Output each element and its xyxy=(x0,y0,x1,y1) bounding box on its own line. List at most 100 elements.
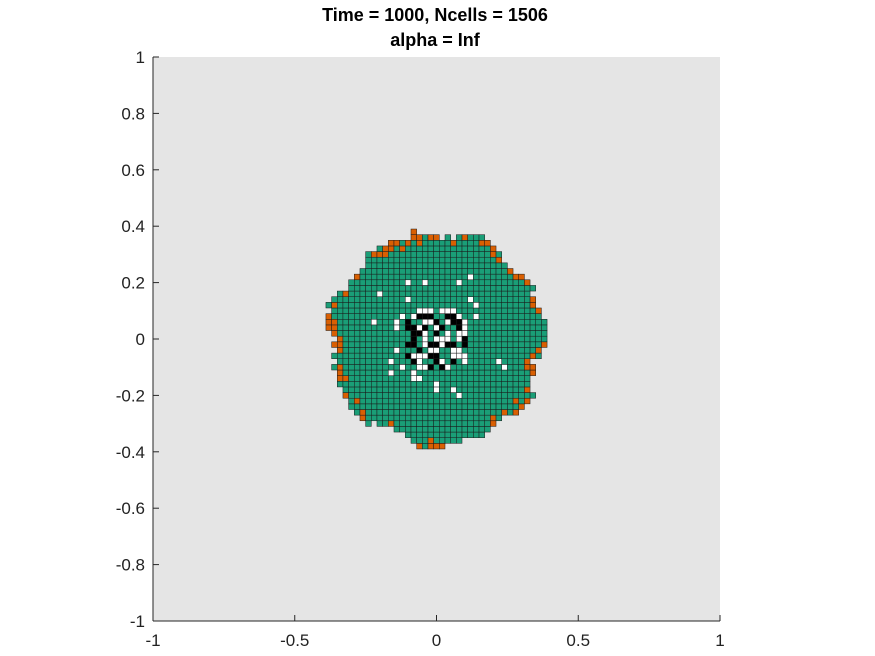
cell xyxy=(524,381,531,388)
cell xyxy=(433,234,440,241)
cell xyxy=(427,251,434,258)
cell xyxy=(467,285,474,292)
cell xyxy=(342,319,349,326)
cell xyxy=(416,279,423,286)
cell xyxy=(416,268,423,275)
cell xyxy=(501,369,508,376)
cell xyxy=(444,426,451,433)
cell xyxy=(439,268,446,275)
cell xyxy=(433,386,440,393)
cell xyxy=(348,386,355,393)
cell xyxy=(427,364,434,371)
cell xyxy=(467,364,474,371)
cell xyxy=(490,262,497,269)
cell xyxy=(461,381,468,388)
cell xyxy=(495,268,502,275)
cell xyxy=(541,335,548,343)
y-tick-label: -0.4 xyxy=(116,443,145,462)
cell xyxy=(382,268,389,275)
cell xyxy=(484,386,491,393)
cell xyxy=(444,324,451,331)
cell xyxy=(388,256,395,264)
cell xyxy=(393,279,400,286)
cell xyxy=(512,319,519,326)
cell xyxy=(535,352,542,359)
cell xyxy=(422,381,429,388)
cell xyxy=(427,403,434,410)
cell xyxy=(416,307,423,314)
cell xyxy=(444,364,451,371)
cell xyxy=(433,319,440,326)
cell xyxy=(365,256,372,264)
cell xyxy=(427,285,434,292)
cell xyxy=(439,240,446,247)
cell xyxy=(427,420,434,427)
cell xyxy=(450,273,457,281)
cell xyxy=(422,273,429,281)
cell xyxy=(450,420,457,427)
cell xyxy=(529,392,536,399)
cell xyxy=(388,262,395,269)
cell xyxy=(450,296,457,303)
cell xyxy=(405,245,412,252)
cell xyxy=(365,347,372,354)
cell xyxy=(399,414,406,422)
cell xyxy=(518,392,525,399)
cell xyxy=(354,330,361,337)
cell xyxy=(399,409,406,416)
cell xyxy=(501,273,508,281)
cell xyxy=(399,335,406,343)
cell xyxy=(393,296,400,303)
cell xyxy=(444,381,451,388)
cell xyxy=(461,234,468,241)
cell xyxy=(518,369,525,376)
cell xyxy=(416,234,423,241)
cell xyxy=(541,330,548,337)
cell xyxy=(456,420,463,427)
cell xyxy=(484,319,491,326)
cell xyxy=(342,392,349,399)
cell xyxy=(365,414,372,422)
cell xyxy=(501,302,508,309)
cell xyxy=(416,431,423,438)
cell xyxy=(495,358,502,365)
cell xyxy=(371,256,378,264)
cell xyxy=(422,296,429,303)
cell xyxy=(456,313,463,320)
cell xyxy=(478,426,485,433)
cell xyxy=(399,358,406,365)
cell xyxy=(467,256,474,264)
cell xyxy=(410,386,417,393)
cell xyxy=(354,341,361,348)
cell xyxy=(473,420,480,427)
cell xyxy=(461,364,468,371)
cell xyxy=(461,375,468,382)
cell xyxy=(439,375,446,382)
cell xyxy=(376,285,383,292)
cell xyxy=(490,285,497,292)
cell xyxy=(422,319,429,326)
cell xyxy=(399,420,406,427)
cell xyxy=(382,347,389,354)
cell xyxy=(495,256,502,264)
cell xyxy=(473,234,480,241)
cell xyxy=(410,251,417,258)
cell xyxy=(365,279,372,286)
cell xyxy=(376,319,383,326)
cell xyxy=(524,324,531,331)
cell xyxy=(365,268,372,275)
cell xyxy=(484,279,491,286)
cell xyxy=(444,319,451,326)
cell xyxy=(427,262,434,269)
cell xyxy=(512,381,519,388)
cell xyxy=(501,279,508,286)
cell xyxy=(473,268,480,275)
cell xyxy=(433,279,440,286)
cell xyxy=(490,319,497,326)
cell xyxy=(439,352,446,359)
cell xyxy=(490,256,497,264)
cell xyxy=(399,426,406,433)
cell xyxy=(501,392,508,399)
cell xyxy=(478,296,485,303)
cell xyxy=(444,392,451,399)
